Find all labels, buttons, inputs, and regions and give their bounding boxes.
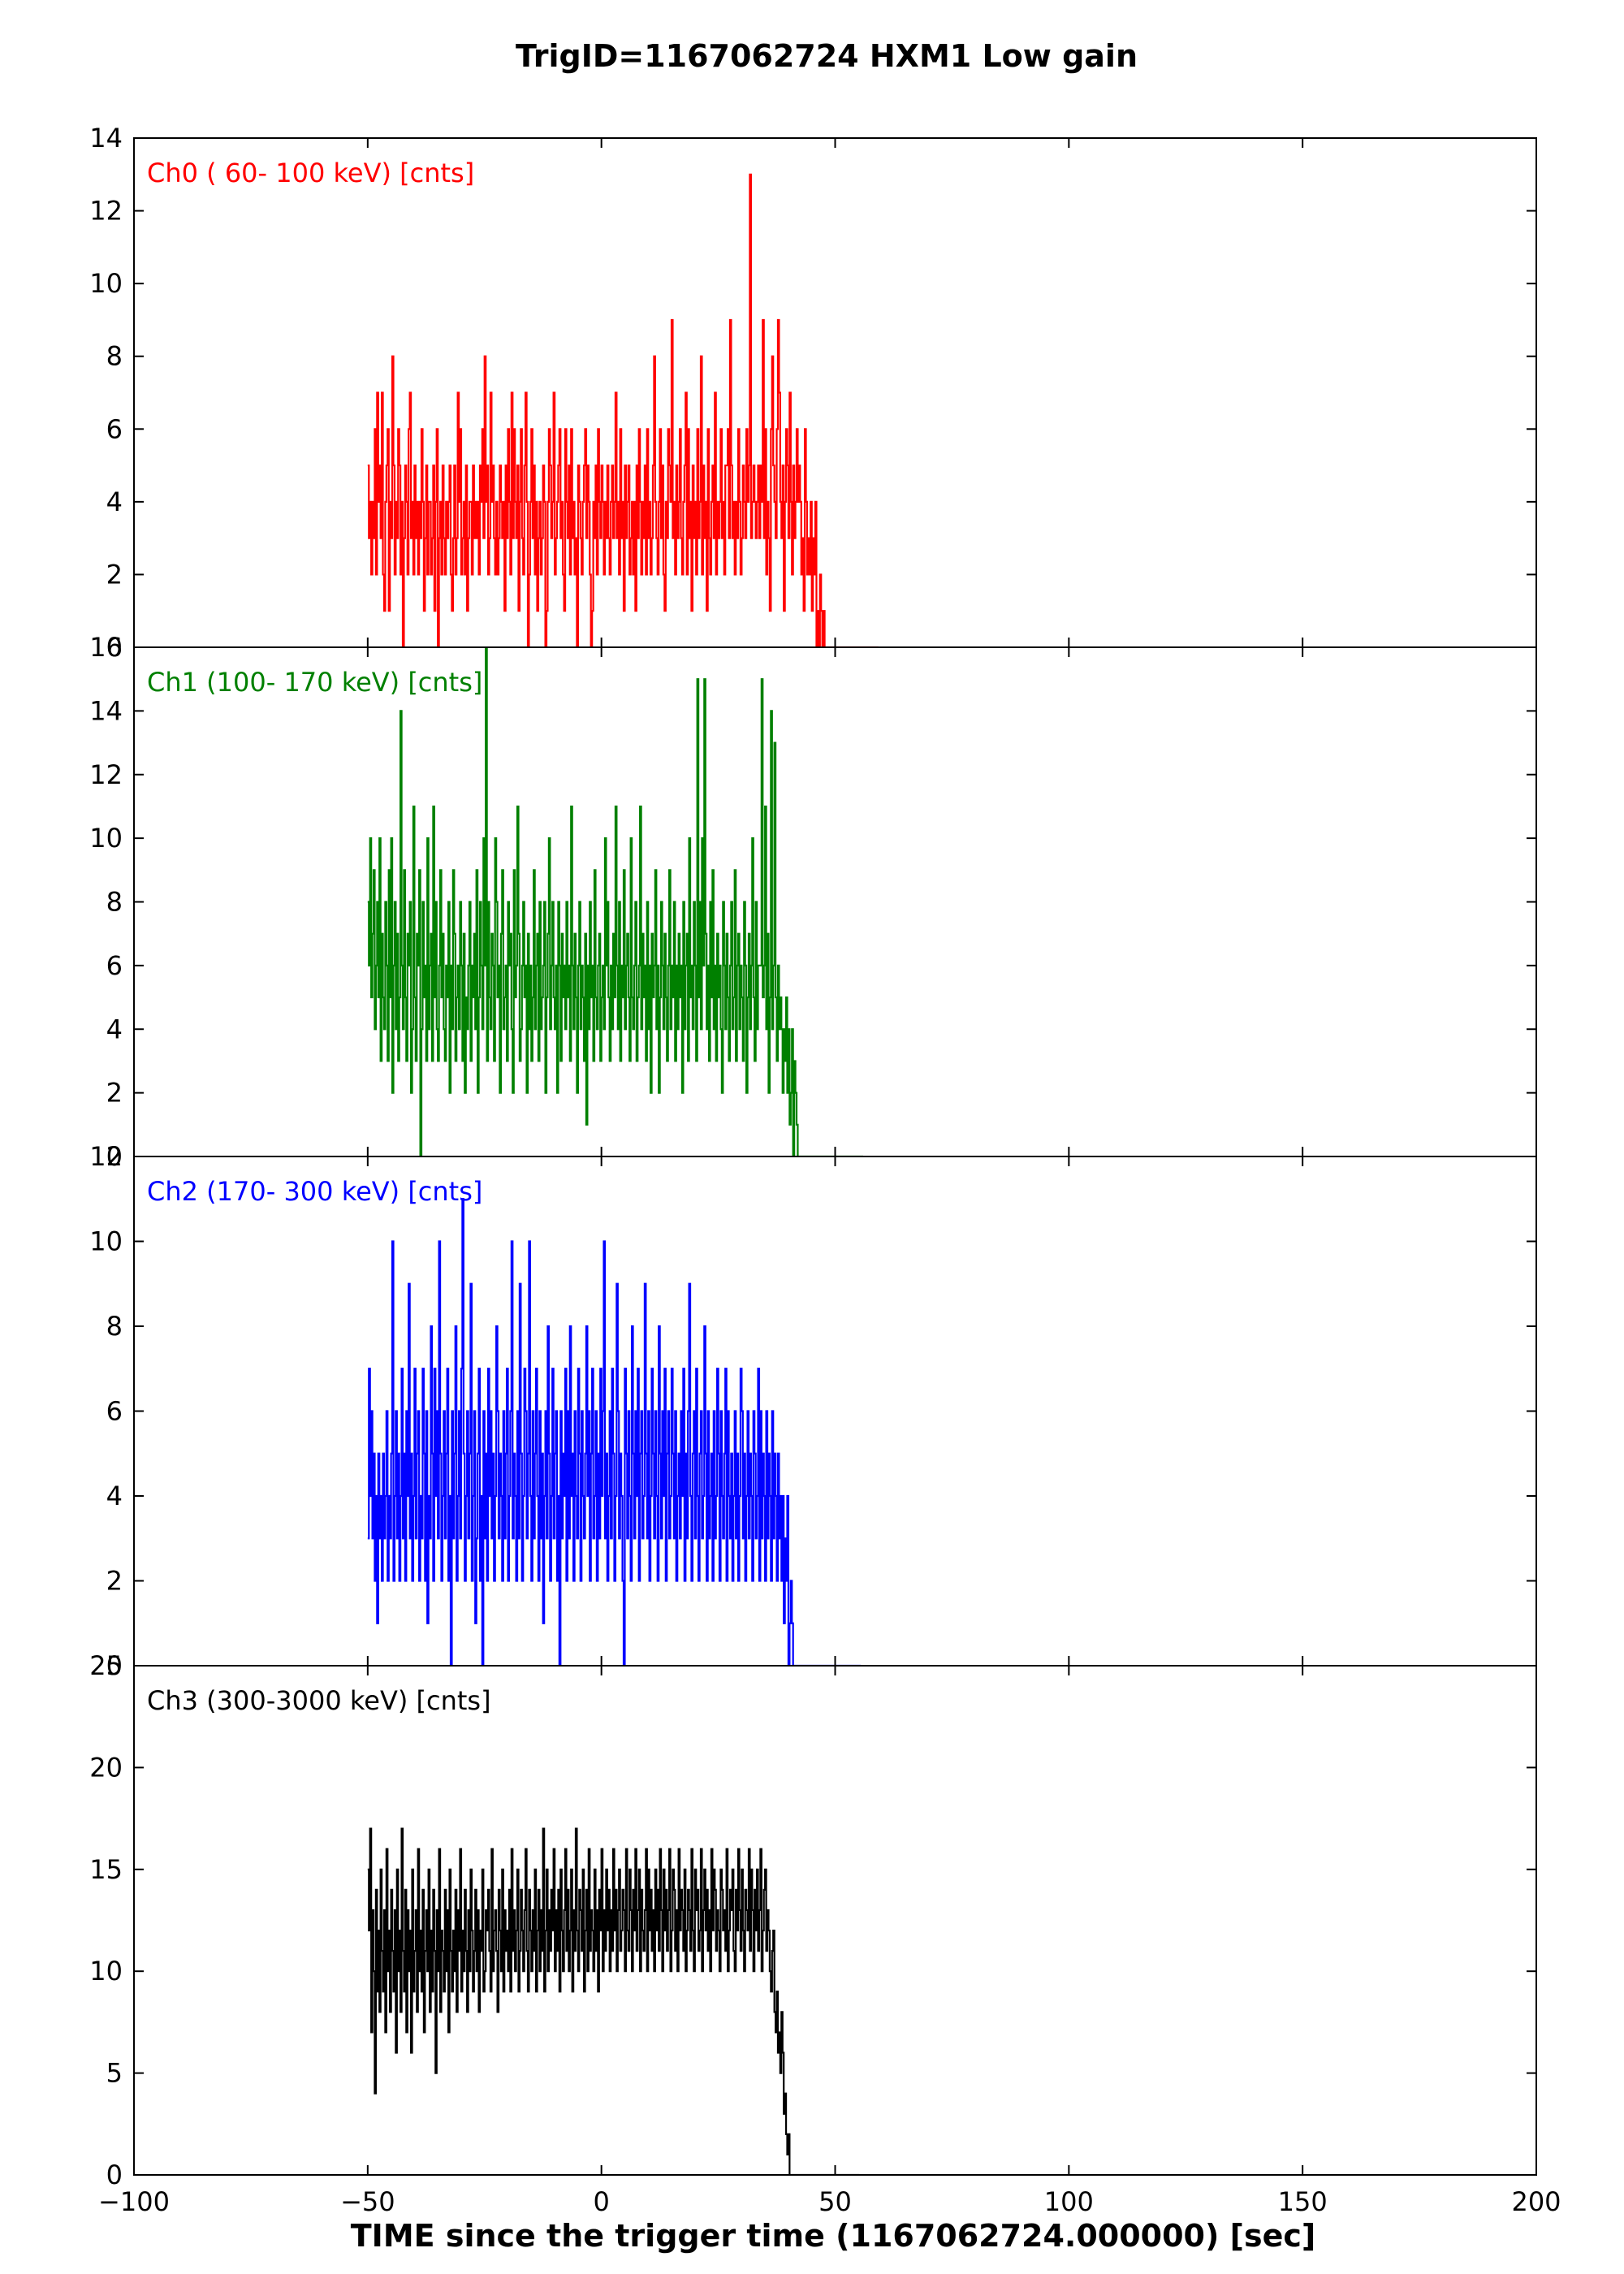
series-line-ch3: [367, 1827, 860, 2175]
panel-ch3: −100 −50 0 50 100 150 200 0 5 10 15 20 25 Ch3 (300-30…: [89, 1650, 1561, 2217]
series-line-ch1: [367, 647, 864, 1156]
y-tick-label: 6: [106, 413, 123, 444]
y-tick-label: 0: [106, 1650, 123, 1681]
y-tick-label: 12: [89, 196, 123, 227]
y-tick-label: 10: [89, 823, 123, 854]
y-tick-label: 4: [106, 486, 123, 517]
x-tick-label: 100: [1044, 2186, 1094, 2217]
panel-ch1: 0 2 4 6 8 10 12 14 16 Ch1 (100- 170 keV) [cnts]: [89, 632, 1537, 1172]
panel-ch2: 0 2 4 6 8 10 12 Ch2 (170- 300 keV) [cnts]: [89, 1141, 1537, 1681]
channel-label-ch2: Ch2 (170- 300 keV) [cnts]: [147, 1176, 482, 1207]
channel-label-ch3: Ch3 (300-3000 keV) [cnts]: [147, 1685, 491, 1716]
y-tick-label: 2: [106, 1078, 123, 1109]
y-tick-label: 5: [106, 2058, 123, 2089]
panels: 0 2 4 6 8 10 12 14 Ch0 ( 60- 100 keV) [cnts] 0 2 4 6…: [89, 123, 1561, 2217]
y-tick-label: 10: [89, 1226, 123, 1257]
y-tick-label: 8: [106, 887, 123, 918]
y-tick-label: 14: [89, 123, 123, 153]
y-tick-label: 4: [106, 1014, 123, 1044]
y-tick-label: 2: [106, 1566, 123, 1597]
y-tick-label: 10: [89, 1956, 123, 1987]
x-tick-label: −100: [98, 2186, 170, 2217]
y-tick-label: 8: [106, 341, 123, 372]
x-tick-label: 50: [818, 2186, 852, 2217]
x-tick-label: 200: [1511, 2186, 1561, 2217]
channel-label-ch0: Ch0 ( 60- 100 keV) [cnts]: [147, 158, 474, 188]
channel-label-ch1: Ch1 (100- 170 keV) [cnts]: [147, 667, 482, 698]
y-tick-label: 12: [89, 759, 123, 790]
x-tick-label: 150: [1278, 2186, 1328, 2217]
y-tick-label: 12: [89, 1141, 123, 1172]
x-axis-label: TIME since the trigger time (1167062724.…: [351, 2218, 1315, 2254]
series-line-ch0: [367, 173, 879, 647]
x-tick-label: −50: [340, 2186, 395, 2217]
y-tick-label: 6: [106, 950, 123, 981]
y-tick-label: 8: [106, 1311, 123, 1342]
y-tick-label: 25: [89, 1650, 123, 1681]
y-tick-label: 0: [106, 632, 123, 663]
y-tick-label: 6: [106, 1396, 123, 1427]
y-tick-label: 20: [89, 1752, 123, 1783]
y-tick-label: 4: [106, 1481, 123, 1511]
y-tick-label: 2: [106, 559, 123, 590]
series-line-ch2: [367, 1198, 862, 1666]
x-tick-label: 0: [593, 2186, 609, 2217]
y-tick-label: 14: [89, 695, 123, 726]
y-tick-label: 15: [89, 1854, 123, 1885]
y-tick-label: 16: [89, 632, 123, 663]
figure-title: TrigID=1167062724 HXM1 Low gain: [516, 38, 1138, 74]
y-tick-label: 0: [106, 1141, 123, 1172]
y-tick-label: 10: [89, 268, 123, 299]
y-tick-label: 0: [106, 2159, 123, 2190]
